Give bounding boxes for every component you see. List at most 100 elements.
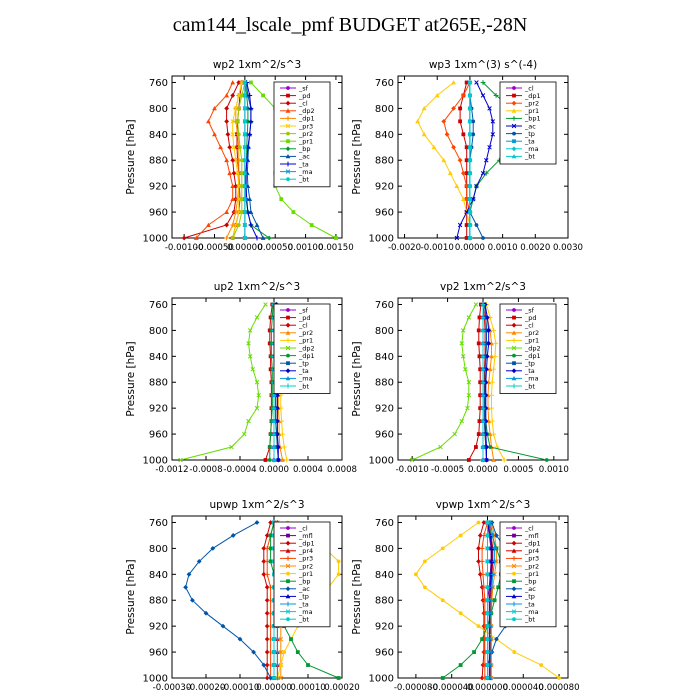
x-tick-label: -0.0020: [388, 243, 421, 253]
data-point-pr2: [464, 196, 470, 202]
data-point-dp1: [267, 445, 272, 449]
y-tick-label: 1000: [369, 674, 394, 685]
y-tick-label: 1000: [369, 234, 394, 245]
data-point-pr1: [512, 650, 517, 654]
data-point-ac: [494, 636, 499, 642]
data-point-bp1: [493, 93, 499, 98]
data-point-bp1: [483, 170, 489, 176]
legend-marker-ma: [511, 146, 517, 152]
legend-marker-pr2: [511, 100, 517, 106]
data-point-pr2: [236, 132, 241, 137]
legend-entry-ma: _ma: [524, 145, 539, 153]
data-point-bp1: [480, 80, 486, 85]
data-point-cl: [181, 235, 187, 241]
y-axis-label: Pressure [hPa]: [351, 559, 363, 634]
data-point-bt: [242, 80, 247, 85]
y-tick-label: 800: [149, 104, 168, 115]
y-tick-label: 800: [149, 326, 168, 337]
data-point-bt: [480, 328, 486, 333]
data-point-pr1: [309, 223, 314, 227]
legend-entry-sf: _sf: [298, 84, 309, 92]
data-point-pr3: [233, 157, 239, 163]
legend-entry-pr4: _pr4: [298, 547, 313, 555]
legend-entry-pd: _pd: [524, 314, 537, 322]
legend-marker-dp2: [511, 345, 517, 351]
series-line-dp2: [180, 304, 266, 461]
data-point-pr1: [491, 366, 497, 372]
data-point-pr3: [480, 571, 486, 577]
y-tick-label: 880: [375, 596, 394, 607]
data-point-bt: [467, 80, 473, 85]
data-point-pr1: [493, 340, 499, 346]
data-point-dp2: [193, 235, 199, 240]
data-point-dp2: [247, 328, 253, 333]
data-point-bt: [467, 118, 473, 124]
data-point-pr2: [489, 353, 494, 359]
data-point-pr2: [460, 170, 466, 176]
data-point-dp2: [466, 379, 472, 385]
legend-entry-pr2: _pr2: [298, 130, 313, 138]
data-point-ac: [268, 675, 273, 681]
data-point-ac: [210, 546, 216, 551]
data-point-pr1: [441, 157, 447, 163]
data-point-dp1: [476, 558, 481, 564]
data-point-bt: [242, 145, 247, 150]
data-point-tp: [471, 132, 476, 137]
data-point-ta: [275, 431, 280, 437]
data-point-bt: [271, 444, 277, 450]
data-point-dp2: [459, 418, 465, 424]
legend-marker-dp1: [512, 93, 516, 98]
data-point-pr2: [239, 184, 244, 189]
y-axis-label: Pressure [hPa]: [351, 119, 363, 194]
data-point-dp1: [264, 623, 270, 629]
y-tick-label: 840: [375, 570, 394, 581]
legend-marker-sf: [286, 308, 290, 312]
data-point-ta: [488, 649, 494, 655]
data-point-pr1: [489, 418, 495, 424]
y-tick-label: 840: [149, 130, 168, 141]
data-point-cl: [224, 118, 230, 124]
data-point-pr1: [291, 210, 296, 214]
data-point-bp: [472, 650, 476, 654]
data-point-dp2: [459, 341, 465, 346]
legend-entry-dp1: _dp1: [298, 540, 315, 548]
data-point-bp: [306, 663, 310, 667]
legend-marker-pr1: [512, 571, 516, 576]
legend-marker-ta: [285, 161, 291, 167]
data-point-dp1: [261, 558, 267, 564]
data-point-dp2: [218, 144, 223, 150]
data-point-dp2: [212, 106, 217, 111]
data-point-bt: [272, 663, 276, 667]
x-tick-label: 0.0000: [455, 243, 485, 253]
data-point-bp: [440, 676, 445, 680]
data-point-pd: [477, 354, 482, 359]
data-point-dp2: [466, 315, 472, 320]
data-point-pr3: [236, 196, 242, 202]
legend-marker-ma: [285, 609, 291, 614]
legend-marker-cl: [512, 526, 516, 530]
legend-entry-tp: _tp: [298, 593, 309, 601]
data-point-pr2: [239, 93, 244, 98]
data-point-dp2: [206, 222, 211, 227]
y-tick-label: 1000: [143, 234, 168, 245]
legend-marker-mfl: [286, 533, 290, 538]
data-point-pr1: [280, 431, 285, 437]
data-point-dp2: [206, 118, 211, 124]
data-point-dp2: [460, 354, 466, 359]
legend-entry-pr1: _pr1: [298, 138, 313, 146]
legend-marker-bp1: [511, 116, 517, 121]
data-point-bt: [485, 637, 490, 642]
data-point-dp2: [254, 405, 260, 411]
data-point-pr1: [458, 611, 463, 616]
y-tick-label: 760: [375, 300, 394, 311]
legend-entry-ta: _ta: [298, 160, 309, 168]
x-tick-label: -0.000040: [430, 683, 474, 693]
data-point-bt: [480, 392, 486, 398]
data-point-ac: [474, 183, 479, 189]
data-point-pr1: [421, 131, 427, 137]
data-point-ac: [260, 235, 266, 240]
data-point-pd: [478, 393, 483, 398]
data-point-pr3: [236, 93, 242, 98]
data-point-dp1: [544, 458, 549, 462]
y-tick-label: 840: [375, 352, 394, 363]
